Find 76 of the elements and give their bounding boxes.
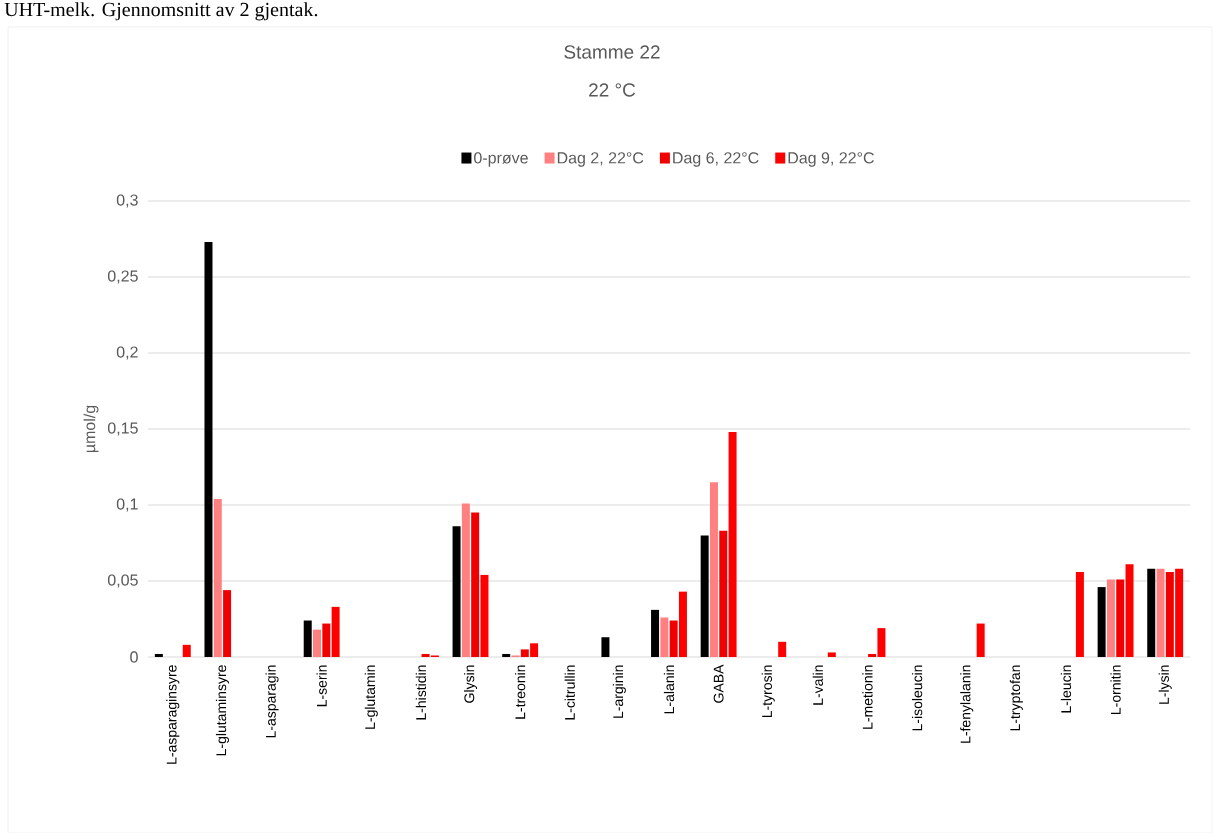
chart-title: Stamme 22 [564, 45, 660, 59]
legend-label: Dag 9, 22°C [788, 152, 874, 167]
legend-label: Dag 2, 22°C [557, 152, 644, 167]
x-tick-label: Glysin [464, 665, 478, 703]
bar [322, 623, 331, 657]
bar [213, 498, 222, 657]
bar [1125, 564, 1134, 657]
x-tick-label: L-ornitin [1110, 665, 1121, 714]
chart-subtitle: 22 °C [589, 83, 636, 97]
x-tick-label: L-histidin [415, 665, 427, 720]
bar [452, 526, 461, 657]
bar [223, 590, 232, 657]
x-tick-label: L-glutaminsyre [215, 665, 229, 756]
bar [1097, 587, 1106, 657]
bar [1175, 568, 1184, 657]
bar [976, 623, 985, 657]
x-tick-label: GABA [713, 664, 724, 703]
bar [471, 512, 480, 657]
x-tick-label: L-asparaginsyre [166, 665, 180, 764]
bar [719, 530, 728, 657]
bar [520, 649, 529, 657]
x-tick-label: L-arginin [612, 665, 626, 718]
x-tick-label: L-lysin [1158, 665, 1172, 704]
x-tick-label: L-metionin [862, 665, 873, 729]
bar [660, 617, 669, 657]
bar [1156, 568, 1165, 657]
bar [331, 606, 340, 657]
x-tick-label: L-fenylalanin [960, 665, 974, 743]
y-tick-label: 0,2 [116, 346, 138, 360]
bar [778, 641, 787, 657]
bar [678, 591, 687, 657]
y-tick-label: 0,05 [107, 574, 138, 588]
bar [877, 628, 886, 657]
x-tick-label: L-citrullin [564, 665, 575, 720]
bar [1165, 571, 1174, 657]
bar [502, 653, 511, 657]
x-tick-label: L-treonin [515, 665, 526, 719]
y-tick-label: 0,3 [116, 194, 138, 208]
legend-label: Dag 6, 22°C [673, 152, 759, 167]
bar [868, 653, 877, 657]
x-tick-label: L-alanin [663, 665, 675, 714]
bar [709, 482, 718, 657]
x-tick-label: L-tryptofan [1009, 665, 1023, 731]
bar [728, 432, 737, 657]
x-tick-label: L-isoleucin [911, 665, 923, 731]
bar [700, 535, 709, 657]
bar [651, 609, 660, 657]
bar [421, 653, 430, 657]
bar [480, 574, 489, 657]
x-tick-label: L-valin [812, 665, 823, 705]
bar [303, 620, 312, 657]
y-tick-label: 0 [130, 651, 138, 663]
bar [827, 652, 836, 657]
bar [1075, 571, 1084, 657]
x-tick-label: L-leucin [1060, 665, 1072, 713]
x-tick-label: L-glutamin [364, 665, 378, 729]
bar [1106, 579, 1115, 657]
bar [669, 620, 678, 657]
text: UHT-melk. Gjennomsnitt av 2 gjentak. [4, 2, 318, 21]
bar [154, 653, 163, 657]
y-tick-label: 0,25 [107, 270, 138, 284]
bar [1147, 568, 1156, 657]
bar [461, 503, 470, 657]
bar [1116, 579, 1125, 657]
bar [182, 644, 191, 657]
bar [313, 629, 322, 657]
bar [601, 637, 610, 657]
y-tick-label: 0,1 [116, 498, 138, 512]
y-tick-label: 0,15 [107, 422, 138, 436]
x-tick-label: L-asparagin [265, 665, 279, 738]
legend-label: 0-prøve [474, 152, 528, 167]
bar [204, 242, 213, 657]
y-axis-title: µmol/g [83, 405, 99, 453]
x-tick-label: L-serin [316, 665, 327, 707]
bar [530, 643, 539, 657]
x-tick-label: L-tyrosin [761, 665, 775, 718]
